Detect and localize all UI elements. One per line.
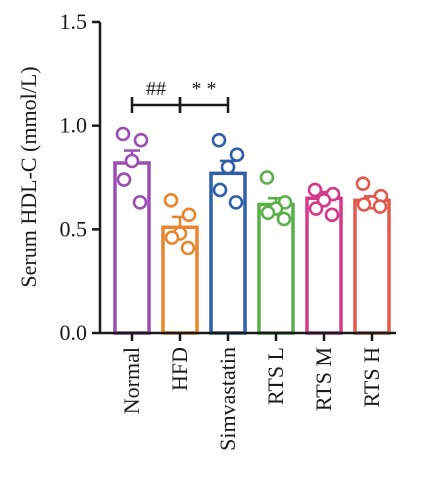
bar bbox=[353, 198, 391, 335]
data-point bbox=[180, 240, 196, 256]
bar bbox=[113, 161, 151, 335]
data-point bbox=[259, 170, 275, 185]
data-point bbox=[220, 159, 236, 175]
y-tick-label: 1.5 bbox=[60, 9, 88, 34]
data-point bbox=[372, 199, 388, 214]
data-point bbox=[229, 147, 245, 162]
data-point bbox=[276, 211, 292, 227]
y-tick-label: 0.0 bbox=[60, 320, 88, 345]
data-point bbox=[132, 195, 148, 210]
data-point bbox=[355, 176, 371, 192]
data-point bbox=[124, 153, 140, 169]
data-point bbox=[164, 230, 180, 245]
data-point bbox=[211, 132, 227, 148]
data-point bbox=[307, 182, 323, 198]
significance-label: * * bbox=[192, 78, 217, 100]
data-point bbox=[133, 132, 149, 148]
x-tick-label-group: Normal HFD Simvastatin RTS L RTS M RTS H bbox=[119, 333, 384, 451]
annotation-group: ## * * bbox=[130, 78, 230, 113]
y-tick-label: 0.5 bbox=[60, 216, 88, 241]
data-point bbox=[115, 126, 131, 142]
y-tick-label: 1.0 bbox=[60, 113, 88, 138]
data-point bbox=[163, 193, 179, 208]
data-point bbox=[324, 207, 340, 223]
data-point bbox=[308, 201, 324, 216]
bar-group bbox=[113, 149, 391, 335]
data-point bbox=[260, 205, 276, 221]
data-point bbox=[356, 197, 372, 212]
x-tick-label: RTS L bbox=[263, 347, 288, 405]
data-point bbox=[116, 172, 132, 187]
x-tick-label: Simvastatin bbox=[215, 347, 240, 451]
y-tick-group: 0.0 0.5 1.0 1.5 bbox=[60, 9, 100, 345]
significance-label: ## bbox=[146, 78, 166, 100]
x-tick-label: RTS H bbox=[359, 347, 384, 408]
data-point bbox=[212, 182, 228, 198]
data-point bbox=[228, 195, 244, 210]
data-point bbox=[181, 207, 197, 223]
point-group bbox=[115, 126, 389, 256]
x-tick-label: HFD bbox=[167, 347, 192, 391]
y-axis-title: Serum HDL-C (mmol/L) bbox=[16, 66, 41, 287]
x-tick-label: RTS M bbox=[311, 347, 336, 411]
x-tick-label: Normal bbox=[119, 347, 144, 414]
